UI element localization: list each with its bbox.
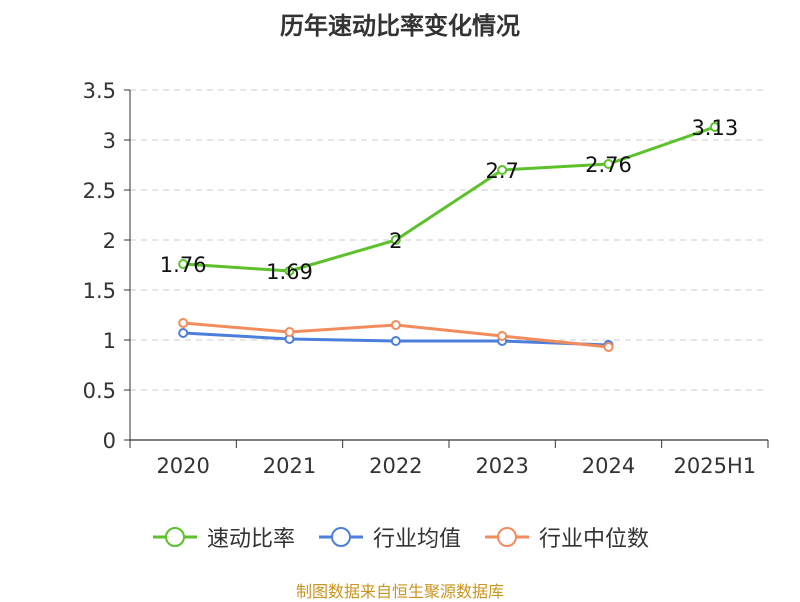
legend: 速动比率 行业均值 行业中位数 <box>0 519 800 555</box>
y-tick-label: 1 <box>103 329 116 353</box>
data-label: 1.76 <box>160 253 207 277</box>
data-point <box>390 235 401 245</box>
data-label: 2 <box>389 229 402 253</box>
data-label: 2.76 <box>585 153 632 177</box>
data-point <box>178 318 189 328</box>
y-tick-label: 0.5 <box>83 379 116 403</box>
legend-swatch-icon <box>152 527 197 547</box>
data-point <box>497 331 508 341</box>
x-tick-label: 2022 <box>369 454 422 478</box>
y-tick-label: 3 <box>103 129 116 153</box>
data-point <box>178 328 189 338</box>
data-point <box>603 159 614 169</box>
x-tick-label: 2021 <box>263 454 316 478</box>
legend-label: 速动比率 <box>206 527 295 552</box>
data-point <box>390 320 401 330</box>
data-point <box>284 266 295 276</box>
legend-label: 行业中位数 <box>539 527 650 552</box>
legend-swatch-icon <box>485 527 529 547</box>
grid-lines <box>130 89 768 391</box>
source-note: 制图数据来自恒生聚源数据库 <box>295 582 504 601</box>
legend-swatch-icon <box>318 527 363 547</box>
y-tick-label: 2.5 <box>83 179 116 203</box>
legend-swatch-marker <box>164 527 185 547</box>
data-point <box>178 259 189 269</box>
x-tick-label: 2023 <box>475 454 528 478</box>
data-point <box>497 165 508 175</box>
legend-swatch-marker <box>330 527 351 547</box>
legend-item[interactable]: 行业中位数 <box>483 521 649 553</box>
legend-label: 行业均值 <box>372 527 461 552</box>
data-label: 3.13 <box>691 116 738 140</box>
chart-title: 历年速动比率变化情况 <box>280 12 520 40</box>
y-tick-label: 2 <box>103 229 116 253</box>
x-tick-label: 2025H1 <box>674 454 757 478</box>
series-line <box>181 125 717 273</box>
data-labels: 1.76 1.69 2 2.7 2.76 3.13 <box>160 116 738 284</box>
axes: 0 0.5 1 1.5 2 2.5 3 3.5 2020 2021 2022 2023 2024 2025… <box>83 79 769 478</box>
data-point <box>709 122 720 132</box>
y-tick-label: 3.5 <box>83 79 116 103</box>
y-tick-label: 0 <box>103 429 116 453</box>
y-tick-label: 1.5 <box>83 279 116 303</box>
legend-swatch-marker <box>497 527 517 547</box>
data-point <box>390 336 401 346</box>
series-lines <box>178 122 720 352</box>
legend-item[interactable]: 行业均值 <box>317 521 461 553</box>
x-tick-label: 2024 <box>582 454 635 478</box>
x-tick-label: 2020 <box>156 454 209 478</box>
data-point <box>603 342 614 352</box>
data-label: 2.7 <box>485 159 518 183</box>
data-label: 1.69 <box>266 260 313 284</box>
legend-item[interactable]: 速动比率 <box>151 521 295 553</box>
data-point <box>284 327 295 337</box>
